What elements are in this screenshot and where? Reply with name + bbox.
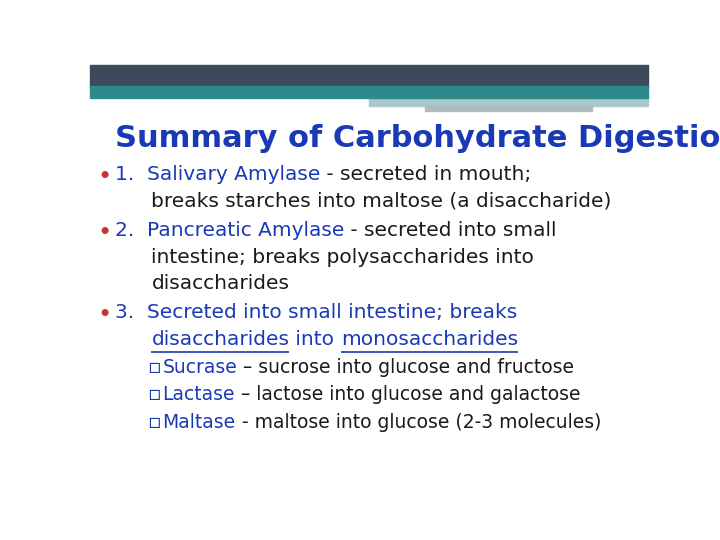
Text: Sucrase: Sucrase (163, 358, 238, 377)
Text: ▫: ▫ (147, 413, 161, 432)
Text: ▫: ▫ (147, 358, 161, 377)
Text: disaccharides: disaccharides (151, 274, 289, 293)
Text: 2.  Pancreatic Amylase: 2. Pancreatic Amylase (115, 221, 344, 240)
Text: – lactose into glucose and galactose: – lactose into glucose and galactose (235, 385, 580, 404)
Text: into: into (289, 330, 341, 349)
Text: Lactase: Lactase (163, 385, 235, 404)
Text: breaks starches into maltose (a disaccharide): breaks starches into maltose (a disaccha… (151, 192, 612, 211)
Text: - secreted in mouth;: - secreted in mouth; (320, 165, 532, 184)
Text: - maltose into glucose (2-3 molecules): - maltose into glucose (2-3 molecules) (235, 413, 601, 432)
Text: •: • (97, 221, 112, 245)
Text: Summary of Carbohydrate Digestion: Summary of Carbohydrate Digestion (115, 124, 720, 153)
Bar (369, 97, 648, 106)
Bar (425, 105, 592, 111)
Bar (90, 85, 648, 98)
Text: monosaccharides: monosaccharides (341, 330, 518, 349)
Text: ▫: ▫ (147, 385, 161, 404)
Text: •: • (97, 303, 112, 327)
Text: – sucrose into glucose and fructose: – sucrose into glucose and fructose (238, 358, 575, 377)
Bar (90, 65, 648, 87)
Text: disaccharides: disaccharides (151, 330, 289, 349)
Text: - secreted into small: - secreted into small (344, 221, 557, 240)
Text: 1.  Salivary Amylase: 1. Salivary Amylase (115, 165, 320, 184)
Text: 3.  Secreted into small intestine; breaks: 3. Secreted into small intestine; breaks (115, 303, 518, 322)
Text: Maltase: Maltase (163, 413, 235, 432)
Text: •: • (97, 165, 112, 188)
Text: intestine; breaks polysaccharides into: intestine; breaks polysaccharides into (151, 248, 534, 267)
